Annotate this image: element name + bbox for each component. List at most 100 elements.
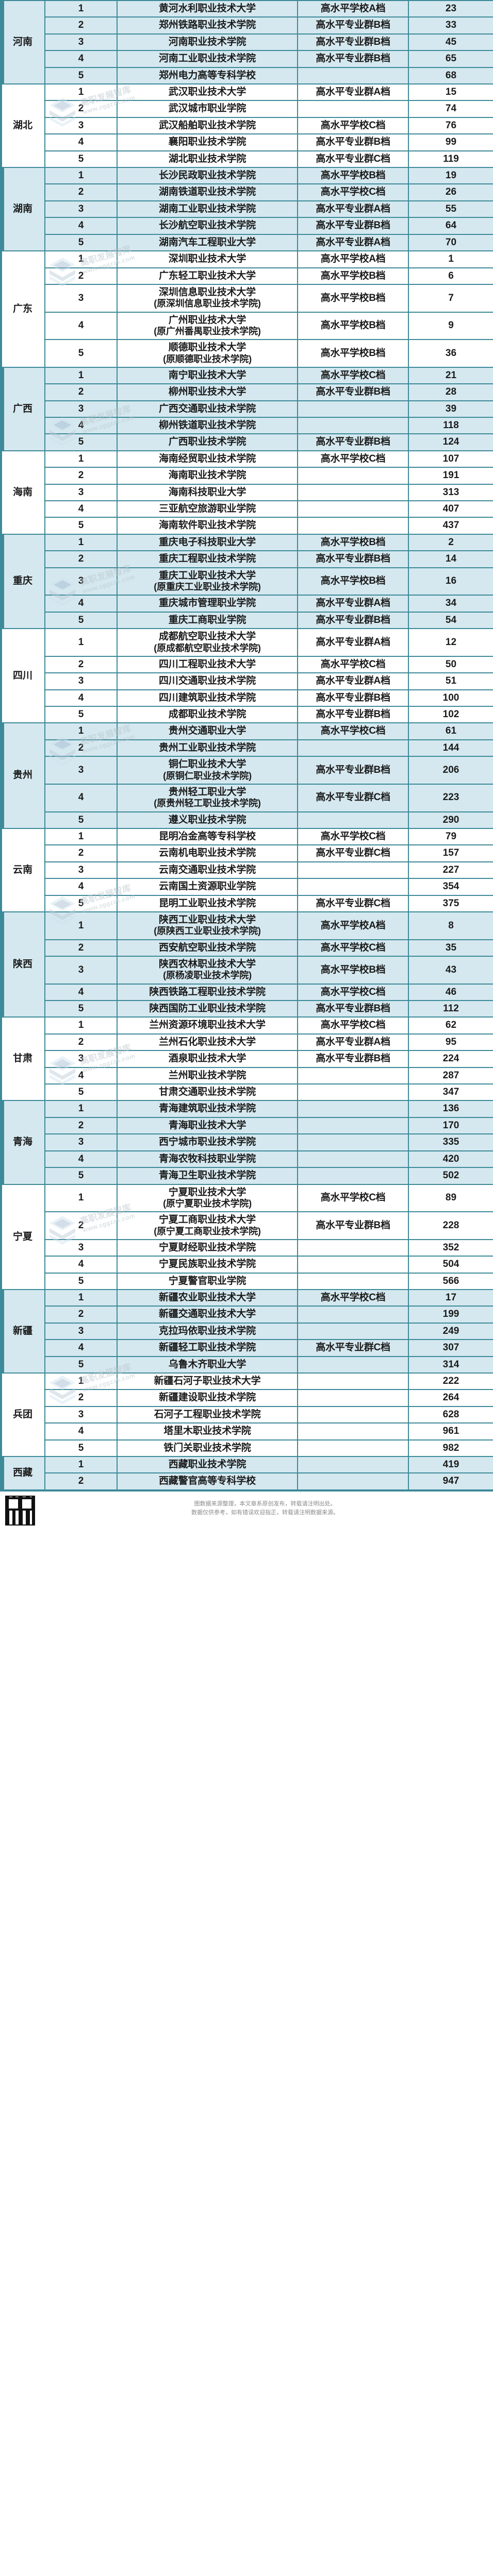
school-name-former: (原宁夏工商职业技术学院) (154, 1226, 261, 1236)
table-row: 3 石河子工程职业技术学院 628 (1, 1405, 493, 1424)
table-row: 3 酒泉职业技术大学 高水平专业群B档 224 (1, 1050, 493, 1068)
table-row: 河南 1 黄河水利职业技术大学 高水平学校A档 23 (0, 0, 493, 85)
grade-cell (297, 400, 409, 418)
national-rank-cell: 7 (408, 283, 493, 313)
school-name-cell: 河南职业技术学院 (117, 33, 298, 52)
school-name-cell: 湖南工业职业技术学院 (117, 200, 298, 218)
grade-cell: 高水平学校C档 (297, 1289, 409, 1307)
school-name-main: 武汉船舶职业技术学院 (158, 120, 256, 131)
school-name-cell: 青海职业技术大学 (117, 1116, 298, 1135)
rank-cell: 2 (44, 550, 118, 568)
national-rank-cell: 9 (408, 311, 493, 341)
school-name-cell: 新疆交通职业技术大学 (117, 1306, 298, 1324)
province-cell: 四川 (0, 628, 45, 724)
table-row: 4 兰州职业技术学院 287 (1, 1066, 493, 1085)
school-name-main: 海南经贸职业技术学院 (158, 453, 256, 464)
school-name-cell: 武汉城市职业学院 (117, 100, 298, 118)
table-row: 3 广西交通职业技术学院 39 (1, 400, 493, 418)
table-row: 海南 1 海南经贸职业技术学院 高水平学校C档 107 (0, 450, 493, 535)
national-rank-cell: 314 (408, 1355, 493, 1374)
rank-cell: 2 (44, 844, 118, 862)
rank-cell: 3 (44, 33, 118, 52)
rank-cell: 2 (44, 1472, 118, 1490)
school-name-cell: 四川工程职业技术大学 (117, 655, 298, 674)
national-rank-cell: 65 (408, 50, 493, 68)
school-name-main: 云南国土资源职业学院 (158, 881, 256, 892)
school-name-cell: 武汉职业技术大学 (117, 83, 298, 101)
national-rank-cell: 290 (408, 811, 493, 829)
national-rank-cell: 420 (408, 1150, 493, 1168)
school-name-main: 广西交通职业技术学院 (158, 403, 256, 414)
school-name-main: 新疆交通职业技术大学 (158, 1309, 256, 1320)
rank-cell: 1 (44, 366, 118, 385)
table-row: 3 铜仁职业技术大学 (原铜仁职业技术学院) 高水平专业群B档 206 (1, 756, 493, 785)
school-name-main: 郑州电力高等专科学校 (158, 70, 256, 81)
grade-cell: 高水平专业群C档 (297, 844, 409, 862)
national-rank-cell: 17 (408, 1289, 493, 1307)
province-cell: 宁夏 (0, 1183, 45, 1291)
school-name-main: 石河子工程职业技术学院 (154, 1409, 261, 1420)
school-name-main: 河南职业技术学院 (168, 36, 247, 47)
school-name-main: 重庆城市管理职业学院 (158, 598, 256, 609)
school-name-cell: 贵州轻工职业大学 (原贵州轻工职业技术学院) (117, 783, 298, 812)
rank-cell: 2 (44, 1033, 118, 1052)
school-name-former: (原陕西工业职业技术学院) (154, 926, 261, 937)
school-name-main: 新疆石河子职业技术大学 (154, 1376, 261, 1387)
grade-cell (297, 1372, 409, 1391)
school-name-cell: 陕西农林职业技术大学 (原杨凌职业技术学院) (117, 956, 298, 985)
national-rank-cell: 45 (408, 33, 493, 52)
national-rank-cell: 249 (408, 1322, 493, 1341)
grade-cell: 高水平专业群B档 (297, 16, 409, 35)
grade-cell: 高水平专业群B档 (297, 50, 409, 68)
national-rank-cell: 124 (408, 433, 493, 451)
national-rank-cell: 74 (408, 100, 493, 118)
rank-cell: 1 (44, 1289, 118, 1307)
school-name-cell: 酒泉职业技术大学 (117, 1050, 298, 1068)
table-row: 3 湖南工业职业技术学院 高水平专业群A档 55 (1, 200, 493, 218)
rank-cell: 4 (44, 595, 118, 613)
school-name-cell: 贵州工业职业技术学院 (117, 739, 298, 757)
table-row: 4 重庆城市管理职业学院 高水平专业群A档 34 (1, 595, 493, 613)
school-name-main: 宁夏财经职业技术学院 (158, 1242, 256, 1253)
national-rank-cell: 419 (408, 1456, 493, 1474)
school-name-main: 陕西国防工业职业技术学院 (149, 1003, 266, 1014)
national-rank-cell: 39 (408, 400, 493, 418)
school-name-cell: 遵义职业技术学院 (117, 811, 298, 829)
school-name-cell: 长沙航空职业技术学院 (117, 217, 298, 235)
school-name-cell: 顺德职业技术大学 (原顺德职业技术学院) (117, 339, 298, 368)
province-cell: 广西 (0, 366, 45, 451)
school-name-main: 柳州铁道职业技术学院 (158, 420, 256, 431)
rank-cell: 3 (44, 756, 118, 785)
school-name-cell: 陕西工业职业技术大学 (原陕西工业职业技术学院) (117, 911, 298, 940)
school-name-cell: 四川建筑职业技术学院 (117, 689, 298, 707)
grade-cell: 高水平专业群B档 (297, 550, 409, 568)
national-rank-cell: 79 (408, 827, 493, 846)
rank-cell: 5 (44, 706, 118, 724)
table-row: 3 武汉船舶职业技术学院 高水平学校C档 76 (1, 116, 493, 135)
rank-cell: 2 (44, 1116, 118, 1135)
school-name-cell: 黄河水利职业技术大学 (117, 0, 298, 18)
national-rank-cell: 170 (408, 1116, 493, 1135)
school-name-cell: 乌鲁木齐职业大学 (117, 1355, 298, 1374)
rank-cell: 4 (44, 878, 118, 896)
rank-cell: 1 (44, 628, 118, 657)
national-rank-cell: 961 (408, 1422, 493, 1440)
school-name-cell: 西藏警官高等专科学校 (117, 1472, 298, 1490)
table-row: 宁夏 1 宁夏职业技术大学 (原宁夏职业技术学院) 高水平学校C档 89 (0, 1183, 493, 1291)
school-name-main: 昆明冶金高等专科学校 (158, 831, 256, 842)
national-rank-cell: 407 (408, 500, 493, 518)
school-name-cell: 郑州铁路职业技术学院 (117, 16, 298, 35)
school-name-main: 成都航空职业技术大学 (158, 631, 256, 642)
national-rank-cell: 628 (408, 1405, 493, 1424)
rank-cell: 2 (44, 655, 118, 674)
school-name-main: 陕西铁路工程职业技术学院 (149, 986, 266, 997)
table-row: 5 铁门关职业技术学院 982 (1, 1439, 493, 1458)
school-name-cell: 海南职业技术学院 (117, 467, 298, 485)
national-rank-cell: 19 (408, 167, 493, 185)
school-name-cell: 铜仁职业技术大学 (原铜仁职业技术学院) (117, 756, 298, 785)
school-name-main: 贵州工业职业技术学院 (158, 742, 256, 753)
national-rank-cell: 206 (408, 756, 493, 785)
rank-cell: 5 (44, 1167, 118, 1185)
grade-cell: 高水平学校C档 (297, 116, 409, 135)
grade-cell: 高水平专业群B档 (297, 217, 409, 235)
